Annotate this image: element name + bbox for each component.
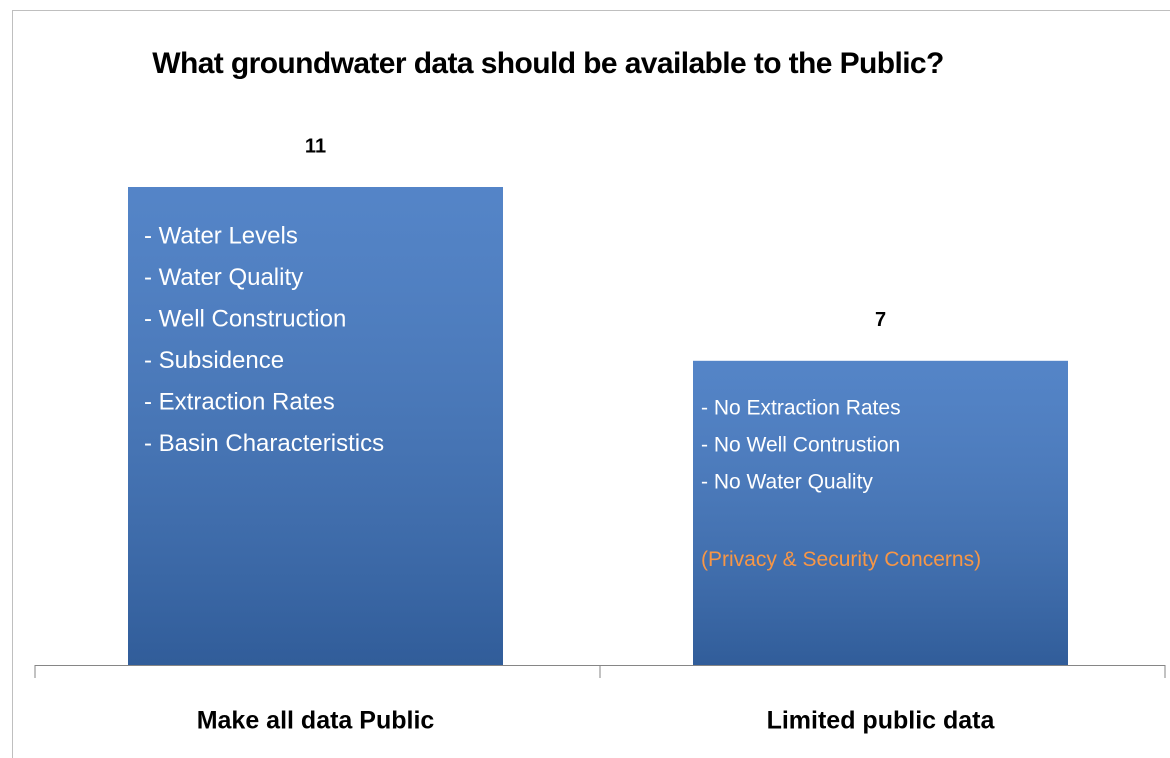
annotation-line: - Basin Characteristics xyxy=(144,430,384,457)
chart-frame xyxy=(12,10,1170,758)
value-label: 7 xyxy=(875,309,886,331)
bar-shade xyxy=(128,187,503,665)
bar-shade xyxy=(693,360,1068,665)
annotation-line: - No Water Quality xyxy=(701,470,873,493)
annotation-note: (Privacy & Security Concerns) xyxy=(701,548,981,571)
chart-title: What groundwater data should be availabl… xyxy=(152,47,944,80)
category-label: Make all data Public xyxy=(197,707,435,735)
value-label: 11 xyxy=(305,135,326,157)
annotation-line: - Extraction Rates xyxy=(144,388,335,415)
annotation-line: - No Extraction Rates xyxy=(701,396,901,419)
category-label: Limited public data xyxy=(767,707,996,735)
annotation-line: - No Well Contrustion xyxy=(701,433,900,456)
annotation-line: - Water Levels xyxy=(144,222,298,249)
annotation-line: - Well Construction xyxy=(144,305,346,332)
annotation-line: - Subsidence xyxy=(144,347,284,374)
annotation-line: - Water Quality xyxy=(144,264,303,291)
